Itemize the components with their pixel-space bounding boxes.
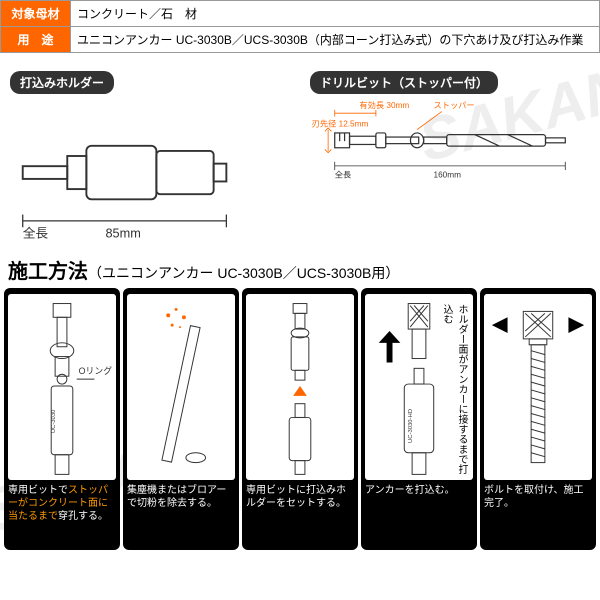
step-caption: 専用ビットに打込みホルダーをセットする。: [246, 484, 354, 510]
step-caption: アンカーを打込む。: [365, 484, 473, 497]
step-caption: ボルトを取付け、施工完了。: [484, 484, 592, 510]
step-4: 4 ホルダー面がアンカーに接するまで打込む UC-3030-HD アンカーを打込…: [361, 288, 477, 550]
svg-text:Oリング: Oリング: [79, 365, 113, 376]
step-image: [484, 294, 592, 480]
step-number: 3: [248, 292, 260, 318]
step-number: 1: [10, 292, 22, 318]
holder-diagram: 打込みホルダー 全長 85mm: [10, 71, 290, 245]
drillbit-svg: 有効長 30mm ストッパー 刃先径 12.5mm 全長 160mm: [310, 100, 590, 191]
step-number: 2: [129, 292, 141, 318]
diagrams-row: 打込みホルダー 全長 85mm ドリルビット（ストッパー付） 有効長 30mm …: [0, 63, 600, 251]
step-vertical-text: ホルダー面がアンカーに接するまで打込む: [439, 304, 469, 480]
spec-header: 用 途: [1, 27, 71, 53]
step-2: 2 集塵機またはブロアーで切粉を除去する。: [123, 288, 239, 550]
svg-text:有効長 30mm: 有効長 30mm: [359, 100, 409, 110]
step-number: 5: [486, 292, 498, 318]
svg-text:ストッパー: ストッパー: [434, 101, 475, 110]
step-image: ホルダー面がアンカーに接するまで打込む UC-3030-HD: [365, 294, 473, 480]
step-caption: 専用ビットでストッパーがコンクリート面に当たるまで穿孔する。: [8, 484, 116, 523]
steps-row: 1 UC-3030 Oリング 専用ビットでストッパーがコンクリート面に当たるまで…: [0, 288, 600, 550]
step-image: UC-3030 Oリング: [8, 294, 116, 480]
svg-text:160mm: 160mm: [434, 170, 462, 179]
table-row: 用 途ユニコンアンカー UC-3030B／UCS-3030B（内部コーン打込み式…: [1, 27, 600, 53]
svg-text:刃先径 12.5mm: 刃先径 12.5mm: [312, 118, 369, 128]
table-row: 対象母材コンクリート／石 材: [1, 1, 600, 27]
diagram-title: 打込みホルダー: [10, 71, 114, 94]
spec-value: コンクリート／石 材: [71, 1, 600, 27]
step-5: 5 ボルトを取付け、施工完了。: [480, 288, 596, 550]
spec-header: 対象母材: [1, 1, 71, 27]
svg-text:85mm: 85mm: [105, 225, 140, 240]
svg-text:全長: 全長: [335, 169, 351, 179]
step-3: 3 専用ビットに打込みホルダーをセットする。: [242, 288, 358, 550]
svg-text:UC-3030-HD: UC-3030-HD: [408, 409, 414, 443]
holder-svg: 全長 85mm: [10, 100, 290, 240]
step-caption: 集塵機またはブロアーで切粉を除去する。: [127, 484, 235, 510]
svg-text:全長: 全長: [23, 225, 49, 240]
step-number: 4: [367, 292, 379, 318]
svg-text:UC-3030: UC-3030: [51, 409, 57, 433]
step-image: [127, 294, 235, 480]
drillbit-diagram: ドリルビット（ストッパー付） 有効長 30mm ストッパー 刃先径 12.5mm…: [310, 71, 590, 245]
diagram-title: ドリルビット（ストッパー付）: [310, 71, 498, 94]
step-image: [246, 294, 354, 480]
method-title: 施工方法（ユニコンアンカー UC-3030B／UCS-3030B用）: [0, 251, 600, 288]
spec-table: 対象母材コンクリート／石 材 用 途ユニコンアンカー UC-3030B／UCS-…: [0, 0, 600, 53]
spec-value: ユニコンアンカー UC-3030B／UCS-3030B（内部コーン打込み式）の下…: [71, 27, 600, 53]
step-1: 1 UC-3030 Oリング 専用ビットでストッパーがコンクリート面に当たるまで…: [4, 288, 120, 550]
